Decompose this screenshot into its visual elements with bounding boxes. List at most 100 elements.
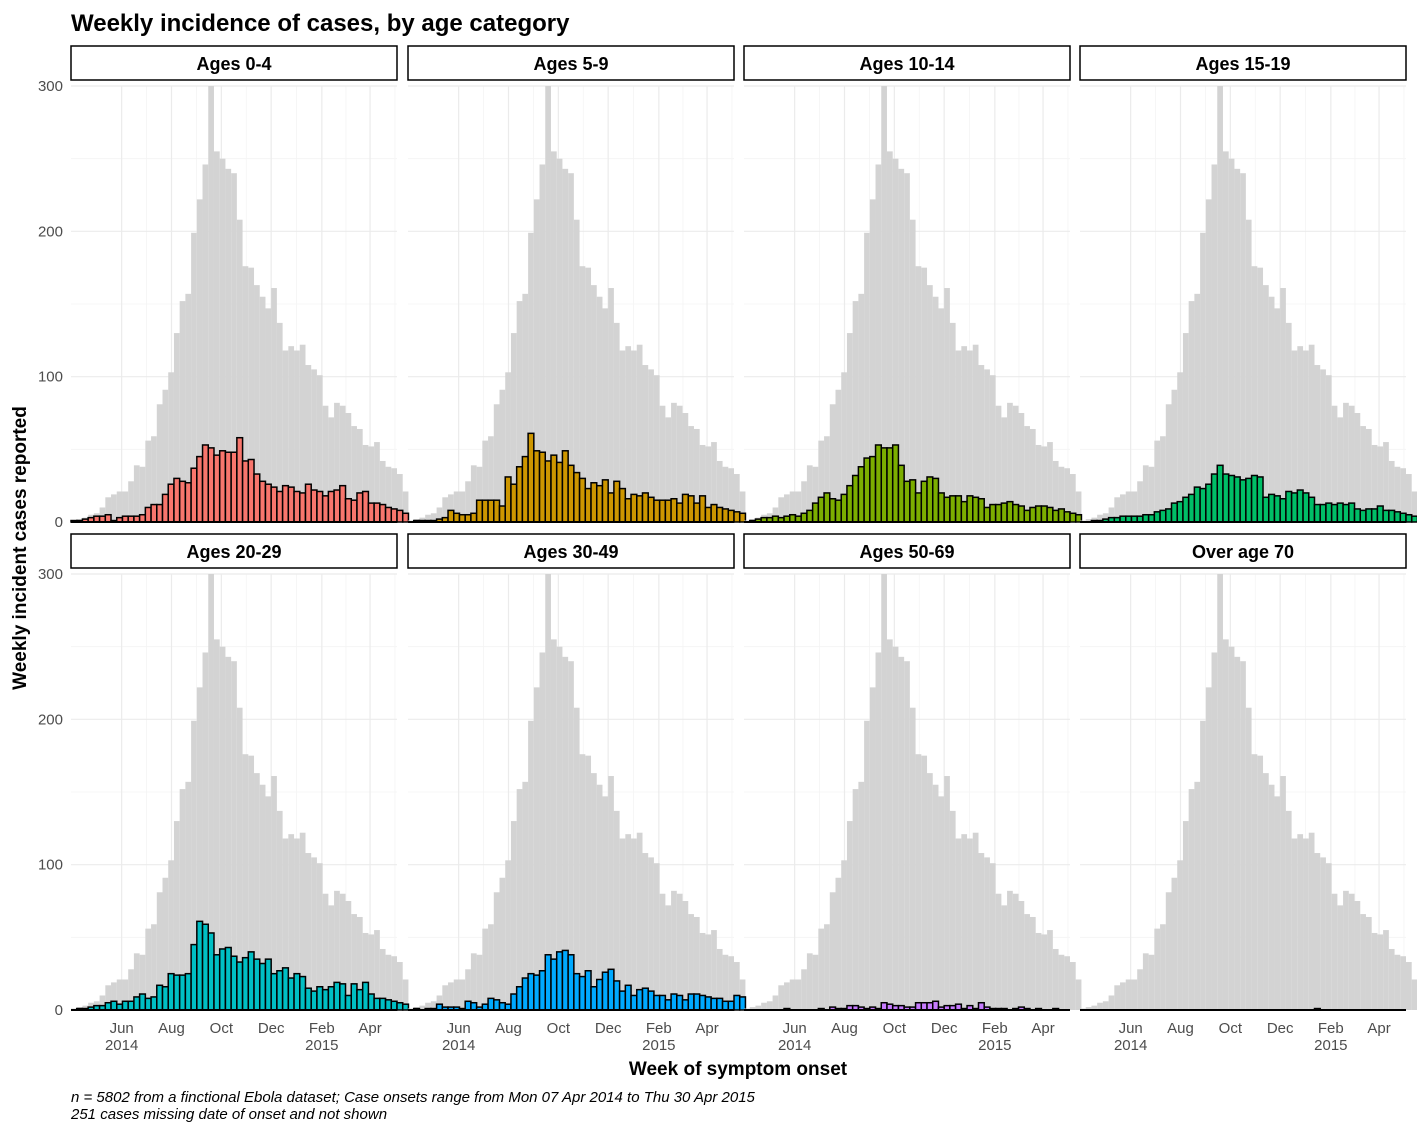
background-total-bar <box>311 369 317 522</box>
series-bar <box>1023 509 1031 523</box>
series-bar <box>1182 496 1190 523</box>
background-total-bar <box>1263 285 1269 522</box>
series-bar <box>207 447 215 523</box>
background-total-bar <box>693 916 700 1010</box>
background-total-bar <box>1200 232 1206 522</box>
y-tick-label: 200 <box>38 223 63 240</box>
background-total-bar <box>265 796 272 1010</box>
background-total-bar <box>898 168 905 522</box>
background-total-bar <box>259 784 266 1010</box>
series-bar <box>994 503 1003 523</box>
background-total-bar <box>219 646 226 1010</box>
background-total-bar <box>722 954 729 1010</box>
series-bar <box>498 505 506 523</box>
series-bar <box>613 480 621 523</box>
background-total-bar <box>846 333 853 522</box>
series-bar <box>173 974 181 1011</box>
x-tick-label: Oct <box>210 1020 234 1037</box>
series-bar <box>590 482 598 523</box>
series-bar <box>664 499 672 523</box>
background-total-bar <box>978 853 985 1010</box>
x-tick-year-label: 2014 <box>105 1037 138 1054</box>
background-total-bar <box>1257 755 1264 1010</box>
background-total-bar <box>128 969 134 1010</box>
background-total-bar <box>1182 333 1189 522</box>
series-bar <box>138 993 147 1011</box>
background-total-bar <box>128 481 134 522</box>
background-total-bar <box>1308 832 1315 1010</box>
series-bar <box>573 972 581 1011</box>
series-bar <box>1399 512 1407 523</box>
series-bar <box>960 500 968 523</box>
background-total-bar <box>168 372 174 522</box>
series-bar <box>561 949 569 1011</box>
background-total-bar <box>202 652 209 1010</box>
series-bar <box>247 951 255 1011</box>
series-bar <box>972 496 980 523</box>
background-total-bar <box>784 494 790 522</box>
background-total-bar <box>596 784 603 1010</box>
background-total-bar <box>122 979 129 1010</box>
background-total-bar <box>608 288 614 522</box>
series-bar <box>270 486 278 523</box>
series-bar <box>897 464 905 523</box>
background-total-bar <box>556 158 563 522</box>
background-total-bar <box>631 350 637 522</box>
series-bar <box>636 495 644 523</box>
background-total-bar <box>949 810 956 1010</box>
background-total-bar <box>824 436 830 522</box>
background-total-bar <box>288 346 295 522</box>
series-bar <box>829 497 837 523</box>
series-bar <box>937 492 945 523</box>
background-total-bar <box>556 646 563 1010</box>
series-bar <box>851 474 860 523</box>
background-total-bar <box>1337 905 1344 1010</box>
series-bar <box>823 492 831 523</box>
background-total-bar <box>955 350 962 522</box>
series-bar <box>647 496 655 523</box>
background-total-bar <box>858 781 865 1010</box>
background-total-bar <box>156 404 163 522</box>
background-total-bar <box>1142 465 1149 522</box>
series-bar <box>1170 502 1178 523</box>
background-total-bar <box>173 821 180 1010</box>
x-axis-title: Week of symptom onset <box>629 1059 848 1080</box>
background-total-bar <box>242 266 249 522</box>
series-bar <box>738 512 747 523</box>
background-total-bar <box>196 687 203 1010</box>
background-total-bar <box>533 687 540 1010</box>
background-total-bar <box>1228 158 1235 522</box>
background-total-bar <box>1007 890 1013 1010</box>
background-total-bar <box>881 574 887 1010</box>
x-tick-label: Feb <box>309 1020 335 1037</box>
series-bar <box>1410 515 1417 523</box>
background-total-bar <box>909 707 916 1010</box>
x-tick-label: Oct <box>547 1020 571 1037</box>
series-bar <box>1074 513 1083 523</box>
background-total-bar <box>550 151 557 522</box>
x-tick-label: Oct <box>1219 1020 1243 1037</box>
series-bar <box>1176 500 1184 523</box>
background-total-bar <box>339 893 346 1010</box>
series-bar <box>361 490 370 523</box>
background-total-bar <box>213 151 220 522</box>
background-total-bar <box>835 389 842 522</box>
background-total-bar <box>818 440 825 522</box>
series-bar <box>527 972 535 1011</box>
background-total-bar <box>671 890 677 1010</box>
background-total-bar <box>722 466 729 522</box>
series-bar <box>390 1000 398 1011</box>
series-bar <box>373 502 381 523</box>
background-total-bar <box>356 428 363 522</box>
background-total-bar <box>978 365 985 522</box>
background-total-bar <box>1314 365 1321 522</box>
background-total-bar <box>430 1001 437 1010</box>
series-bar <box>721 1000 730 1011</box>
series-bar <box>903 480 911 523</box>
series-bar <box>201 444 210 523</box>
background-total-bar <box>1285 810 1292 1010</box>
series-bar <box>344 994 352 1011</box>
facet-strip-label: Ages 5-9 <box>533 54 608 74</box>
background-total-bar <box>1297 346 1304 522</box>
series-bar <box>321 988 330 1011</box>
